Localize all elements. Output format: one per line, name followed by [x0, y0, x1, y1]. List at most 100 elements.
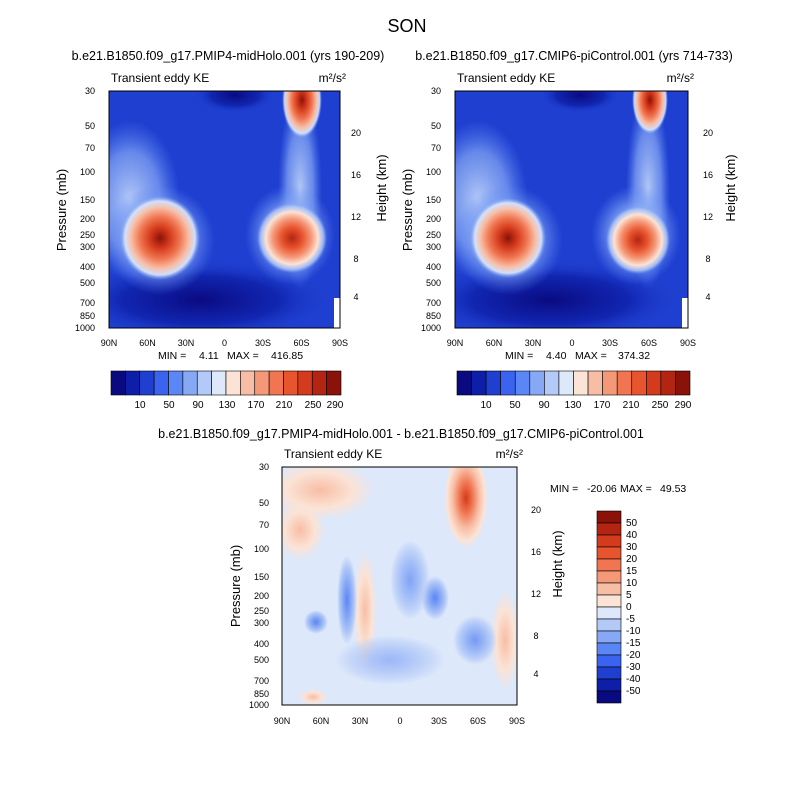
colorbar-swatch — [529, 370, 545, 396]
stats-line: MIN = 4.11 MAX = 416.85 — [158, 350, 303, 362]
colorbar-label: 170 — [248, 400, 265, 411]
y-tick-label: 850 — [254, 689, 269, 699]
x-tick-label: 90N — [447, 338, 464, 348]
y-tick-label: 100 — [254, 544, 269, 554]
colorbar-swatch — [456, 370, 472, 396]
colorbar-label: 170 — [594, 400, 611, 411]
field-pink-nh-mid — [282, 500, 325, 560]
colorbar-swatch — [139, 370, 155, 396]
colorbar-label: -15 — [626, 638, 641, 649]
colorbar-label: 210 — [623, 400, 640, 411]
colorbar-swatch — [646, 370, 662, 396]
y-tick-label: 700 — [80, 298, 95, 308]
colorbar-swatch — [596, 522, 622, 536]
colorbar: 10 50 90 130 170 210 250 290 — [110, 370, 344, 411]
colorbar-label: 5 — [626, 590, 632, 601]
y-tick-label: 700 — [426, 298, 441, 308]
panel-picontrol: b.e21.B1850.f09_g17.CMIP6-piControl.001 … — [400, 49, 738, 411]
field-pink-surface — [298, 689, 328, 705]
min-label: MIN = — [505, 350, 533, 362]
y-right-tick-label: 4 — [533, 669, 538, 679]
y-tick-label: 30 — [431, 86, 441, 96]
y-tick-label: 200 — [426, 214, 441, 224]
y-tick-label: 50 — [85, 121, 95, 131]
field-blue-eq — [390, 540, 430, 620]
colorbar-swatch — [660, 370, 676, 396]
colorbar-swatch — [596, 570, 622, 584]
y-right-tick-label: 12 — [351, 212, 361, 222]
colorbar-swatch — [596, 582, 622, 596]
y-right-tick-label: 8 — [705, 254, 710, 264]
y-tick-label: 50 — [259, 498, 269, 508]
max-value: 49.53 — [660, 483, 686, 495]
x-tick-label: 60N — [139, 338, 156, 348]
panel-units: m²/s² — [496, 447, 523, 461]
plot-frame — [108, 90, 341, 329]
colorbar-swatch — [558, 370, 574, 396]
y-tick-label: 70 — [431, 143, 441, 153]
y-axis-label: Pressure (mb) — [400, 169, 415, 251]
max-label: MAX = — [575, 350, 607, 362]
stats-line: MIN = 4.40 MAX = 374.32 — [505, 350, 650, 362]
field-blue-60s — [453, 615, 497, 665]
field-blue-60n — [304, 610, 328, 634]
y-tick-label: 150 — [254, 572, 269, 582]
colorbar-label: 90 — [538, 400, 550, 411]
colorbar-label: 290 — [675, 400, 692, 411]
colorbar-swatch — [602, 370, 618, 396]
y-tick-label: 700 — [254, 676, 269, 686]
field-max-top — [632, 91, 668, 134]
x-axis: 90N 60N 30N 0 30S 60S 90S — [101, 338, 348, 348]
y-axis-label: Pressure (mb) — [228, 545, 243, 627]
y-tick-label: 30 — [259, 462, 269, 472]
colorbar-label: -10 — [626, 626, 641, 637]
y-right-tick-label: 16 — [531, 547, 541, 557]
y-tick-label: 500 — [80, 278, 95, 288]
field-max-top — [282, 91, 322, 138]
min-label: MIN = — [550, 483, 578, 495]
colorbar-swatch — [596, 678, 622, 692]
y-tick-label: 300 — [426, 242, 441, 252]
x-tick-label: 30S — [431, 716, 447, 726]
colorbar-swatch — [596, 642, 622, 656]
x-tick-label: 30N — [352, 716, 369, 726]
x-tick-label: 60S — [470, 716, 486, 726]
figure-title: SON — [387, 16, 426, 36]
x-tick-label: 0 — [222, 338, 227, 348]
colorbar-swatch — [596, 666, 622, 680]
y-tick-label: 1000 — [421, 323, 441, 333]
x-tick-label: 90N — [101, 338, 118, 348]
colorbar-label: 0 — [626, 602, 632, 613]
field-dark-top — [540, 91, 620, 113]
y-tick-label: 850 — [426, 311, 441, 321]
y-tick-label: 70 — [259, 520, 269, 530]
y-right-tick-label: 12 — [703, 212, 713, 222]
colorbar-label: 15 — [626, 566, 638, 577]
colorbar-label: 210 — [276, 400, 293, 411]
colorbar-label: -40 — [626, 674, 641, 685]
y-tick-label: 500 — [426, 278, 441, 288]
x-tick-label: 90S — [332, 338, 348, 348]
x-tick-label: 90S — [680, 338, 696, 348]
colorbar-swatch — [326, 370, 342, 396]
colorbar-swatch — [616, 370, 633, 396]
plot-frame — [281, 466, 518, 706]
colorbar-swatch — [596, 654, 622, 668]
x-tick-label: 60S — [293, 338, 309, 348]
y-tick-label: 400 — [80, 262, 95, 272]
field-max-top — [444, 467, 488, 548]
colorbar-swatch — [573, 370, 589, 396]
x-tick-label: 60N — [313, 716, 330, 726]
min-value: 4.40 — [546, 350, 567, 362]
contour-field — [282, 467, 517, 705]
x-tick-label: 0 — [397, 716, 402, 726]
colorbar-label: 10 — [626, 578, 638, 589]
panel-units: m²/s² — [667, 71, 694, 85]
panel-title: b.e21.B1850.f09_g17.CMIP6-piControl.001 … — [415, 49, 733, 63]
colorbar-swatch — [596, 690, 622, 704]
y-tick-label: 200 — [80, 214, 95, 224]
missing-data-region — [682, 298, 688, 328]
field-blue-30n — [337, 555, 357, 645]
y-tick-label: 100 — [426, 167, 441, 177]
